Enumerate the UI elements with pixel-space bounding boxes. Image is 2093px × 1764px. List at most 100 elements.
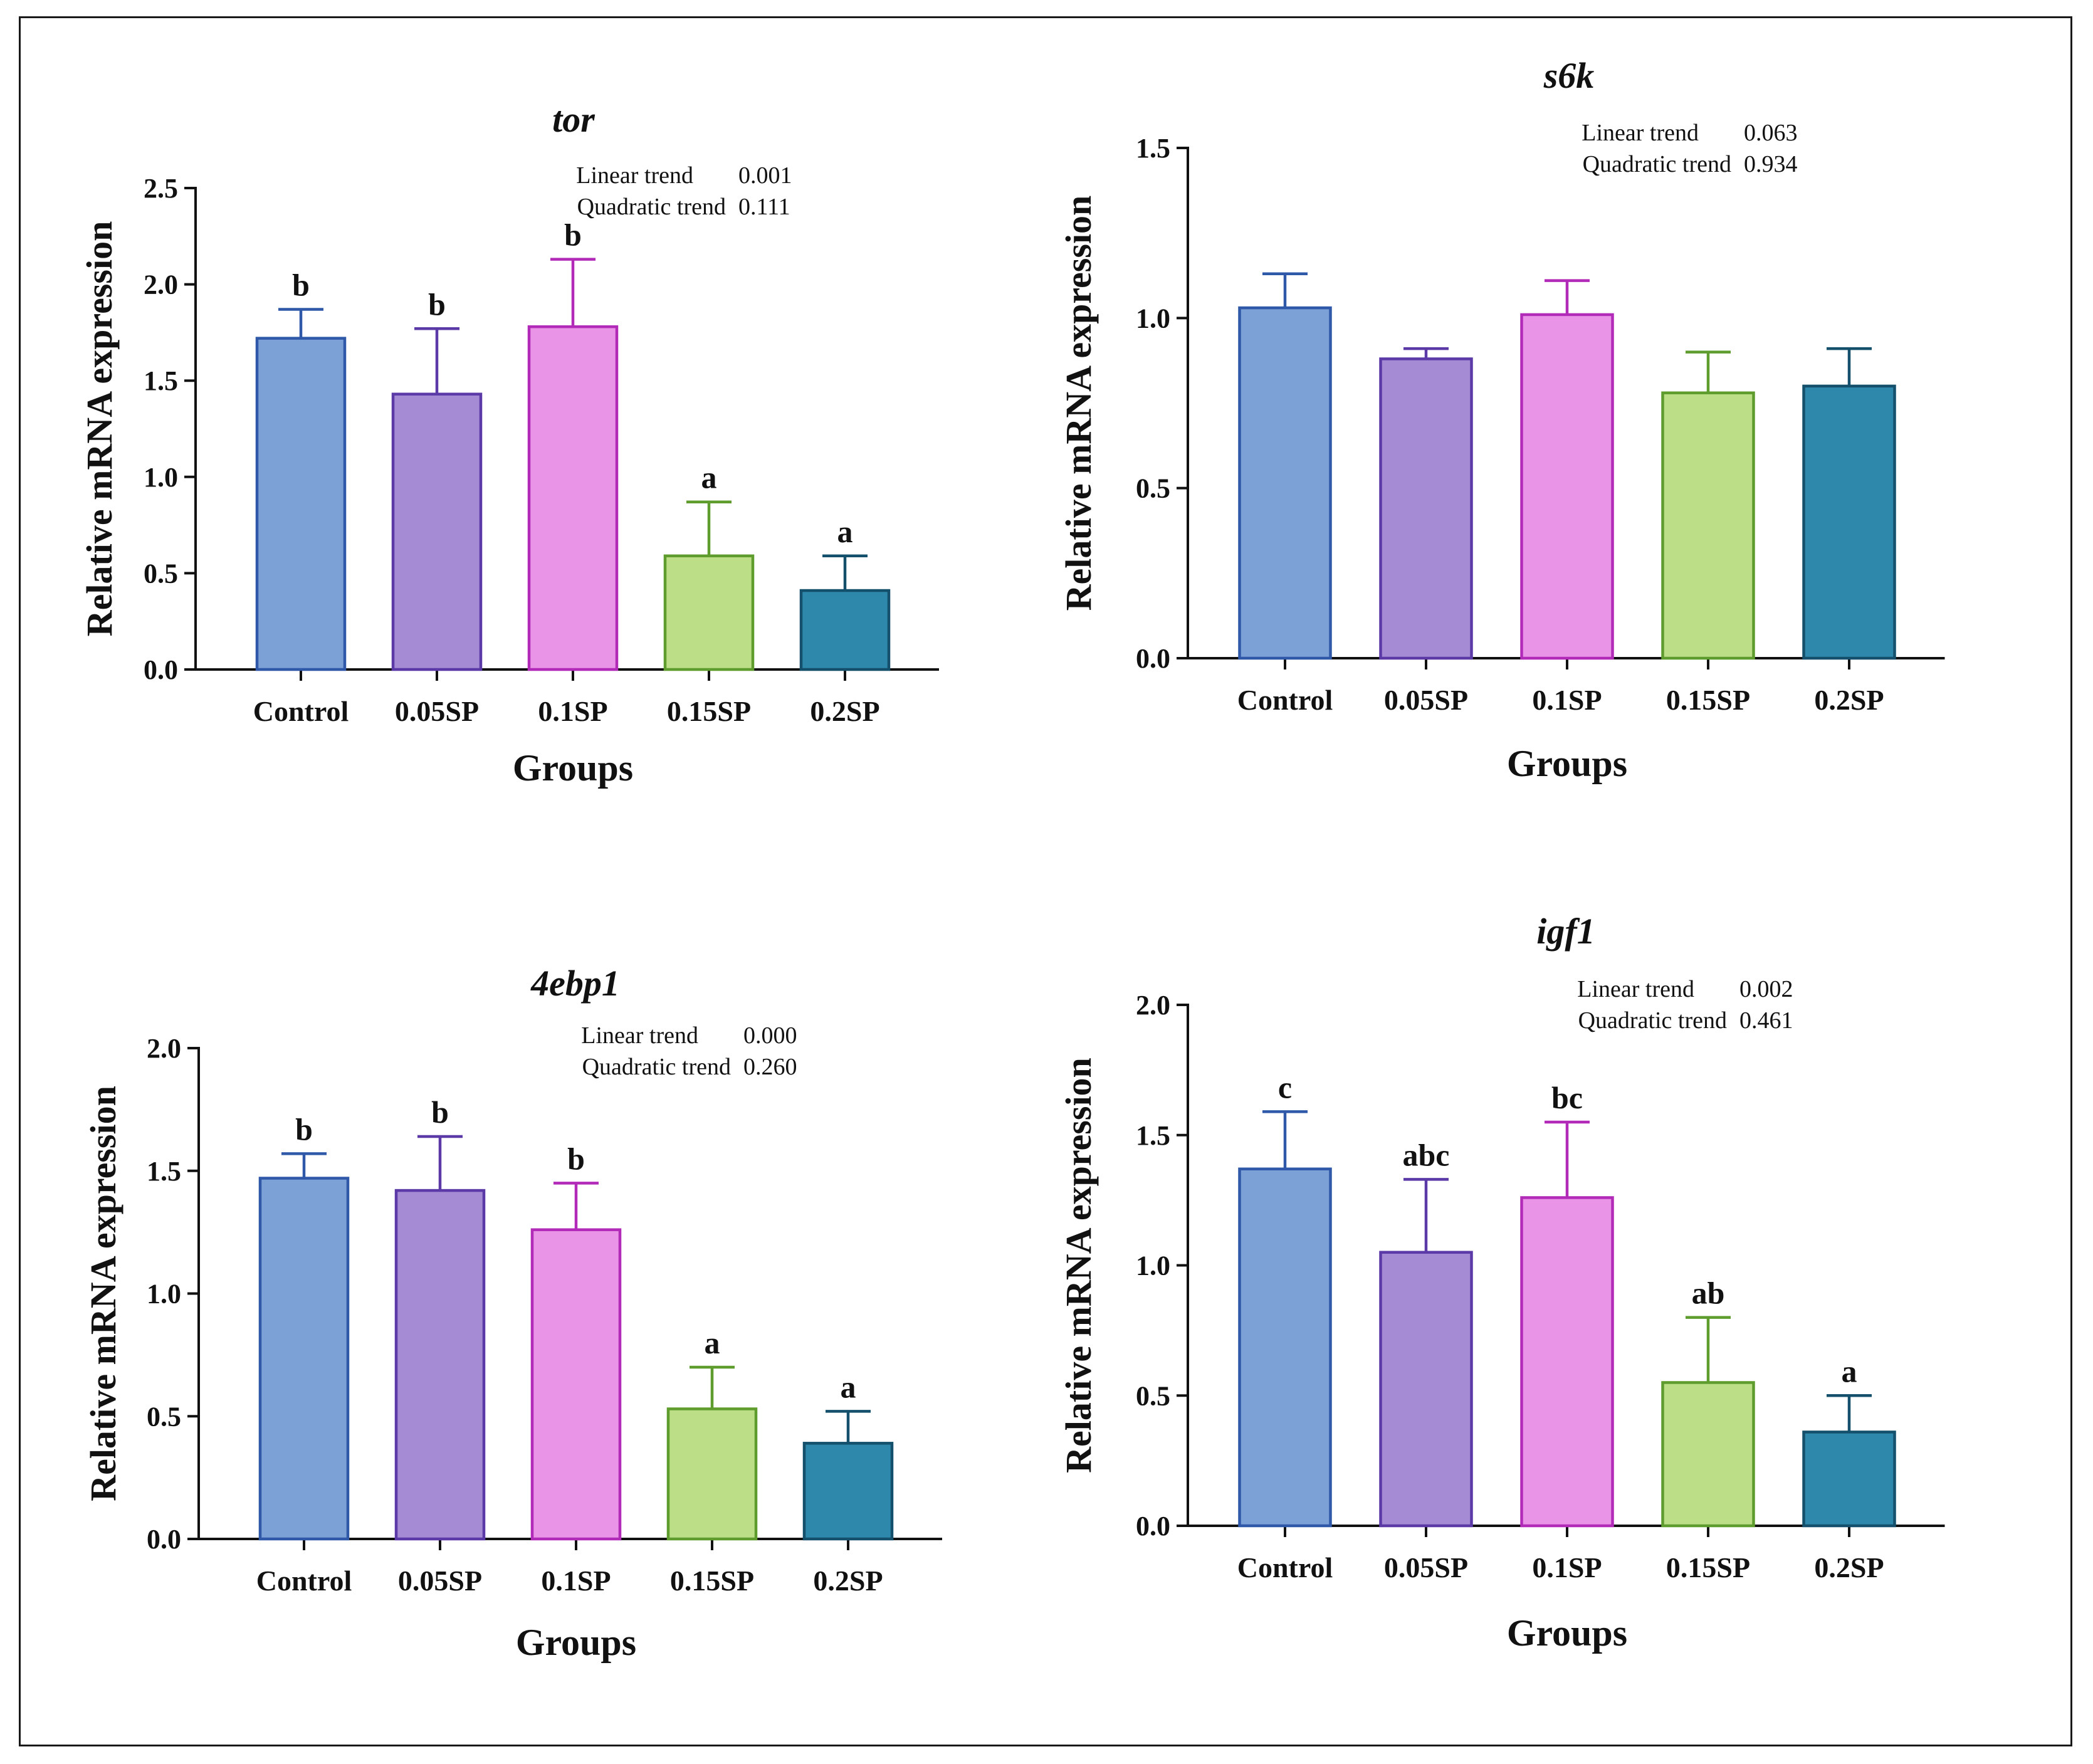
category-label: 0.1SP [1532,1551,1602,1583]
significance-letter: bc [1551,1080,1583,1115]
quadratic-trend-value: 0.934 [1744,151,1798,177]
bar [1661,391,1755,660]
significance-letter: b [564,218,582,253]
category-label: Control [1237,684,1333,716]
linear-trend-value: 0.000 [743,1022,797,1049]
y-axis-label: Relative mRNA expression [1058,1058,1099,1473]
bar [1379,357,1473,660]
category-label: Control [256,1565,352,1597]
category-label: 0.05SP [1384,1551,1468,1583]
category-label: 0.2SP [1814,1551,1884,1583]
y-tick-label: 2.0 [1136,990,1170,1021]
bar [1802,384,1896,660]
category-label: 0.15SP [670,1565,754,1597]
significance-letter: ab [1692,1276,1725,1311]
bar [1520,313,1614,660]
panel-tor: tor Relative mRNA expression Groups Line… [79,99,939,789]
bar [394,1189,486,1541]
bar [1238,306,1332,660]
significance-letter: a [705,1325,720,1360]
category-label: Control [1237,1551,1333,1583]
y-tick-label: 2.5 [144,173,178,204]
significance-letter: a [1842,1353,1857,1389]
bar [1379,1251,1473,1528]
significance-letter: b [295,1111,313,1147]
category-label: 0.1SP [538,695,607,727]
bar [255,337,347,671]
linear-trend-value: 0.063 [1744,120,1798,146]
significance-letter: c [1278,1069,1292,1105]
linear-trend-value: 0.001 [738,162,792,189]
quadratic-trend-label: Quadratic trend [582,1054,731,1080]
y-axis-label: Relative mRNA expression [1058,196,1099,611]
y-tick-label: 0.0 [1136,1511,1170,1541]
y-tick-label: 1.0 [1136,303,1170,333]
panel-4ebp1: 4ebp1 Relative mRNA expression Groups Li… [83,963,942,1663]
linear-trend-label: Linear trend [1577,976,1694,1002]
y-tick-label: 1.0 [147,1279,181,1310]
y-tick-label: 1.5 [1136,1120,1170,1151]
category-label: 0.15SP [1666,684,1750,716]
y-tick-label: 2.0 [144,270,178,300]
significance-letter: b [567,1141,585,1176]
x-axis-label: Groups [1507,1612,1627,1654]
significance-letter: a [837,514,853,549]
significance-letter: b [292,268,310,303]
x-axis-label: Groups [516,1622,636,1663]
category-label: Control [253,695,349,727]
category-label: 0.05SP [395,695,479,727]
bar [666,1407,758,1541]
y-tick-label: 1.5 [1136,133,1170,164]
significance-letter: a [841,1369,856,1404]
y-tick-label: 0.5 [1136,1380,1170,1411]
linear-trend-value: 0.002 [1739,976,1793,1002]
significance-letter: b [431,1095,449,1130]
significance-letter: a [701,460,717,495]
y-tick-label: 0.5 [144,558,178,589]
y-tick-label: 0.5 [147,1401,181,1432]
y-tick-label: 1.0 [1136,1251,1170,1281]
category-label: 0.2SP [810,695,879,727]
quadratic-trend-value: 0.260 [743,1054,797,1080]
linear-trend-label: Linear trend [1582,120,1699,146]
bar [1802,1431,1896,1528]
category-label: 0.15SP [1666,1551,1750,1583]
chart-title: igf1 [1536,911,1595,952]
y-tick-label: 0.0 [1136,643,1170,674]
bar [799,589,891,671]
y-tick-label: 0.5 [1136,473,1170,504]
bar [1520,1196,1614,1528]
y-tick-label: 1.5 [147,1156,181,1187]
x-axis-label: Groups [1507,743,1627,784]
bar [802,1442,894,1541]
bar [1661,1381,1755,1528]
y-tick-label: 0.0 [147,1524,181,1555]
significance-letter: abc [1403,1137,1450,1172]
quadratic-trend-value: 0.111 [738,194,790,220]
x-axis-label: Groups [513,747,633,789]
bar [391,392,483,671]
category-label: 0.1SP [541,1565,611,1597]
bar [527,325,619,671]
bar [530,1228,622,1541]
y-tick-label: 2.0 [147,1033,181,1064]
chart-title: s6k [1543,55,1595,96]
quadratic-trend-label: Quadratic trend [577,194,726,220]
chart-title: 4ebp1 [530,963,620,1004]
category-label: 0.2SP [1814,684,1884,716]
panel-s6k: s6k Relative mRNA expression Groups Line… [1058,55,1945,784]
y-axis-label: Relative mRNA expression [79,221,120,637]
linear-trend-label: Linear trend [581,1022,698,1049]
y-tick-label: 0.0 [144,654,178,685]
quadratic-trend-value: 0.461 [1739,1007,1793,1034]
y-tick-label: 1.5 [144,365,178,396]
bar [258,1177,350,1541]
category-label: 0.05SP [398,1565,482,1597]
category-label: 0.05SP [1384,684,1468,716]
y-tick-label: 1.0 [144,462,178,493]
bar [663,554,755,671]
chart-title: tor [552,99,595,140]
category-label: 0.15SP [667,695,751,727]
panel-igf1: igf1 Relative mRNA expression Groups Lin… [1058,911,1945,1654]
